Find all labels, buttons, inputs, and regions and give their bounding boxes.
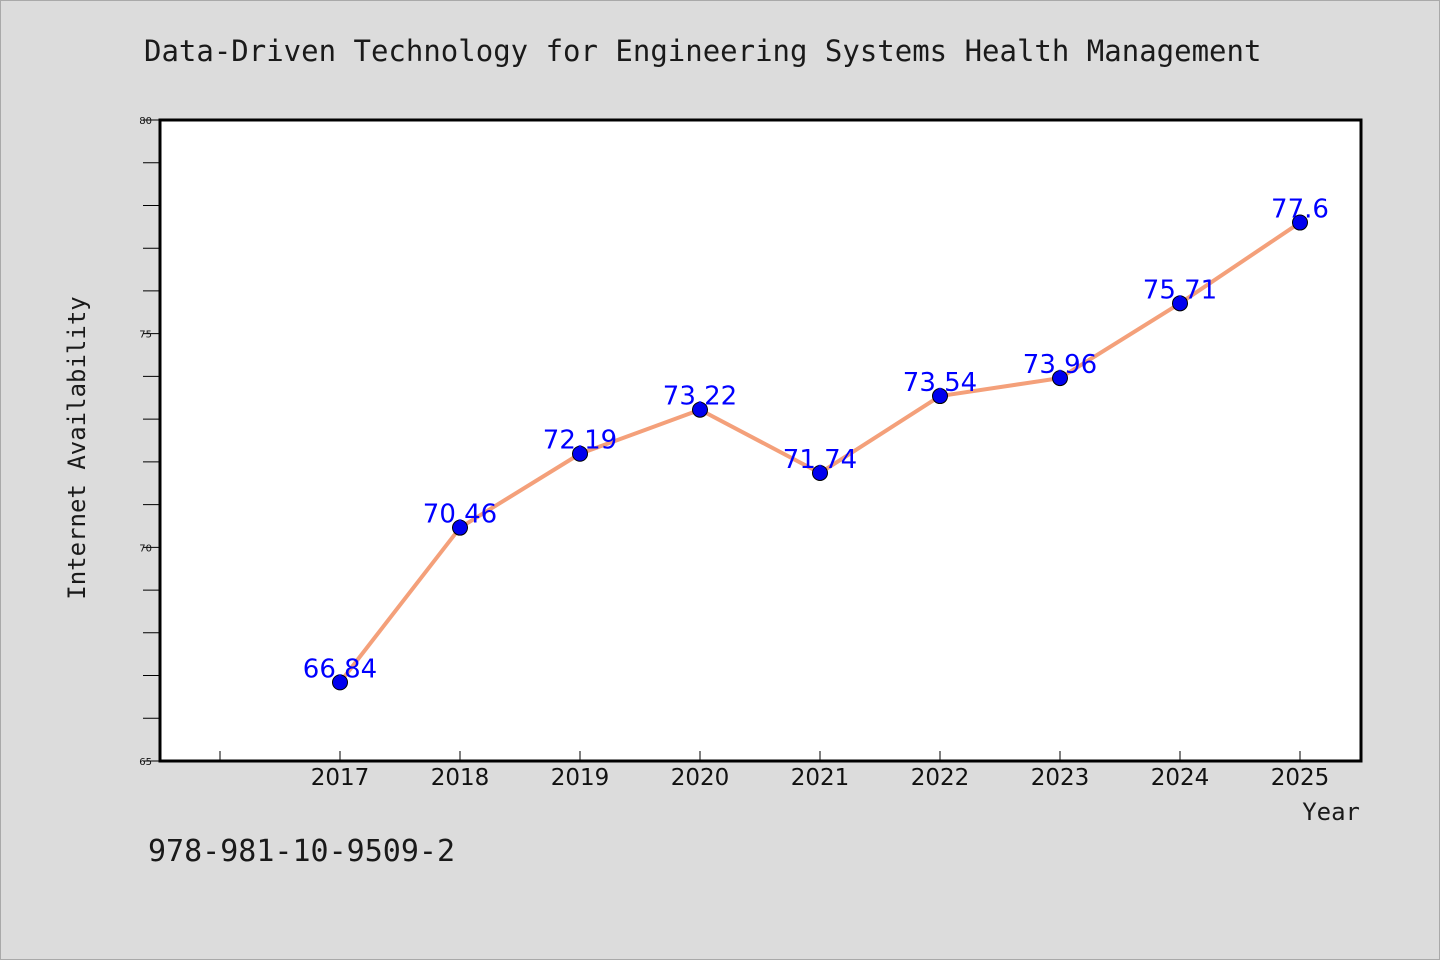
data-point [1292, 214, 1308, 231]
x-axis: 2017 2018 2019 2020 2021 2022 2023 2024 2025 [219, 751, 1330, 791]
data-point [572, 445, 588, 462]
y-tick-label: 75 [139, 330, 152, 341]
data-point [812, 464, 828, 481]
x-tick-label: 2023 [1031, 765, 1090, 791]
y-tick-label: 80 [139, 116, 152, 127]
x-tick-label: 2021 [791, 765, 850, 791]
data-label: 73.54 [903, 368, 977, 398]
data-point [452, 519, 468, 536]
data-label: 71.74 [783, 445, 857, 475]
data-label: 70.46 [423, 500, 497, 530]
data-label: 72.19 [543, 426, 617, 456]
data-point [692, 401, 708, 418]
chart-title: Data-Driven Technology for Engineering S… [144, 34, 1262, 68]
data-label: 73.96 [1023, 350, 1097, 380]
data-label: 73.22 [663, 382, 737, 412]
x-tick-label: 2024 [1151, 765, 1210, 791]
data-point [1052, 370, 1068, 387]
x-tick-label: 2018 [431, 765, 490, 791]
data-labels-group: 66.84 70.46 72.19 73.22 71.74 73.54 73.96 75.71… [303, 195, 1329, 685]
data-label: 66.84 [303, 654, 377, 684]
y-axis: 65 70 75 80 [139, 116, 160, 768]
data-label: 75.71 [1143, 275, 1217, 305]
x-tick-label: 2022 [911, 765, 970, 791]
y-tick-label: 65 [139, 757, 152, 768]
data-label: 77.6 [1271, 195, 1329, 225]
x-axis-label: Year [1302, 798, 1360, 826]
x-tick-label: 2017 [311, 765, 370, 791]
y-tick-label: 70 [139, 543, 152, 554]
data-point [332, 674, 348, 691]
data-point [932, 388, 948, 405]
data-point [1172, 295, 1188, 312]
isbn-text: 978-981-10-9509-2 [148, 834, 456, 869]
x-tick-label: 2020 [671, 765, 730, 791]
y-axis-label: Internet Availability [63, 296, 91, 599]
series-points-group [332, 214, 1308, 691]
x-tick-label: 2019 [551, 765, 610, 791]
x-tick-label: 2025 [1271, 765, 1330, 791]
